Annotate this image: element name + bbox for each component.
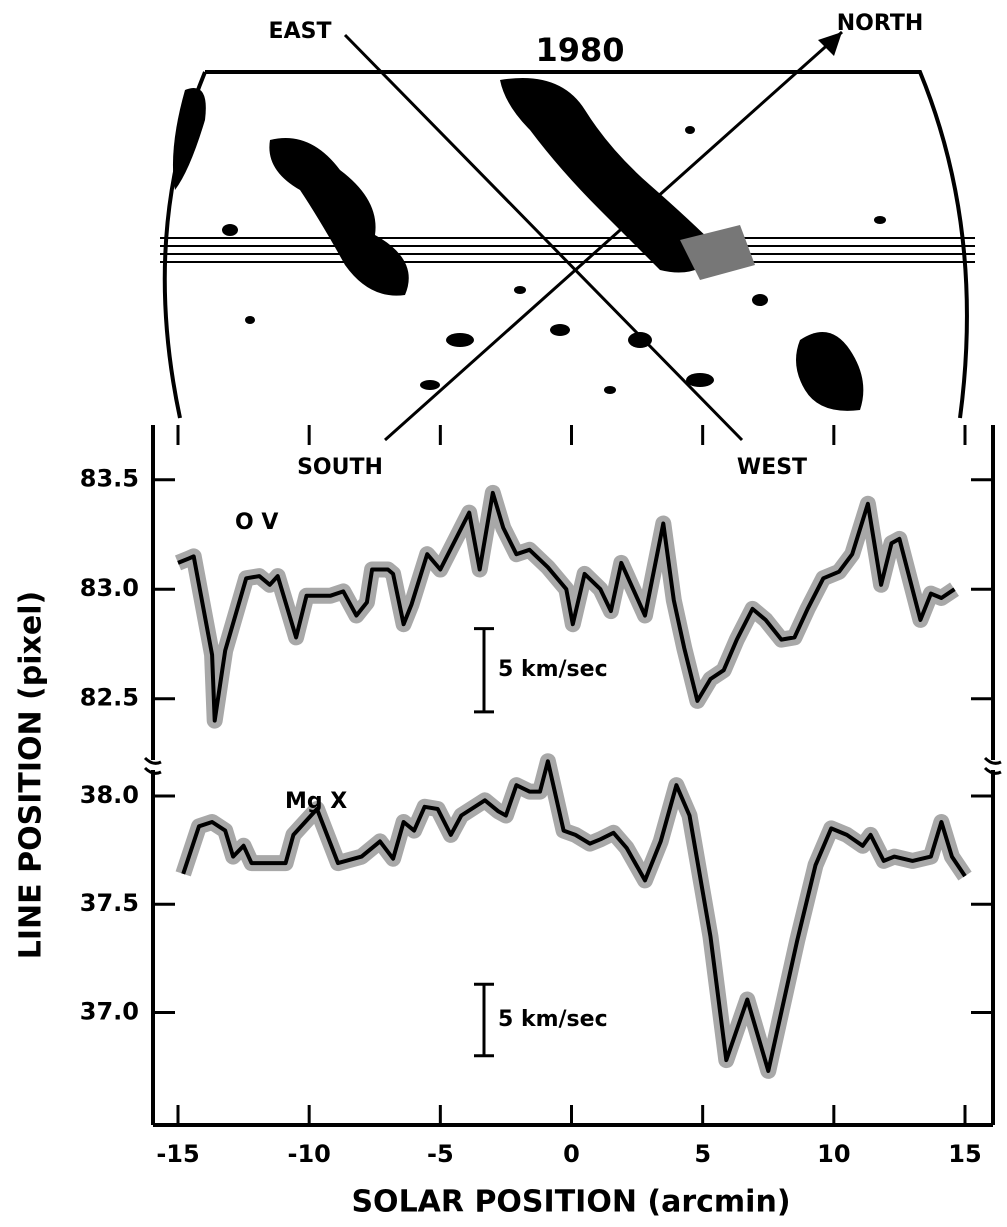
map-axes: [345, 32, 842, 440]
x-axis-label: SOLAR POSITION (arcmin): [351, 1185, 790, 1220]
y-tick-label: 82.5: [80, 684, 139, 712]
map-title: 1980: [535, 31, 624, 69]
y-axis-label: LINE POSITION (pixel): [14, 591, 49, 959]
figure: EAST 1980 NORTH SOUTH WEST LINE POSITION…: [0, 0, 1007, 1227]
x-tick-label: 10: [817, 1140, 850, 1168]
y-tick-label: 83.0: [80, 574, 139, 602]
map-strip: [160, 238, 975, 262]
series-label: O V: [235, 510, 278, 535]
x-tick-label: -5: [427, 1140, 454, 1168]
west-label: WEST: [737, 455, 807, 480]
series-label: Mg X: [285, 789, 347, 814]
map-features: [173, 78, 886, 411]
x-tick-label: -15: [156, 1140, 199, 1168]
y-tick-label: 38.0: [80, 781, 139, 809]
x-tick-label: -10: [287, 1140, 330, 1168]
x-tick-label: 0: [563, 1140, 580, 1168]
scale-bar-label: 5 km/sec: [498, 1007, 608, 1032]
south-label: SOUTH: [297, 455, 383, 480]
y-tick-label: 83.5: [80, 465, 139, 493]
solar-map: [160, 32, 975, 440]
y-tick-label: 37.0: [80, 997, 139, 1025]
x-tick-label: 5: [694, 1140, 711, 1168]
y-tick-label: 37.5: [80, 889, 139, 917]
scale-bar: [474, 629, 494, 712]
error-band: [178, 493, 955, 721]
x-tick-label: 15: [948, 1140, 981, 1168]
scale-bar-label: 5 km/sec: [498, 657, 608, 682]
scale-bar: [474, 984, 494, 1055]
north-label: NORTH: [837, 11, 924, 36]
east-label: EAST: [269, 19, 332, 44]
